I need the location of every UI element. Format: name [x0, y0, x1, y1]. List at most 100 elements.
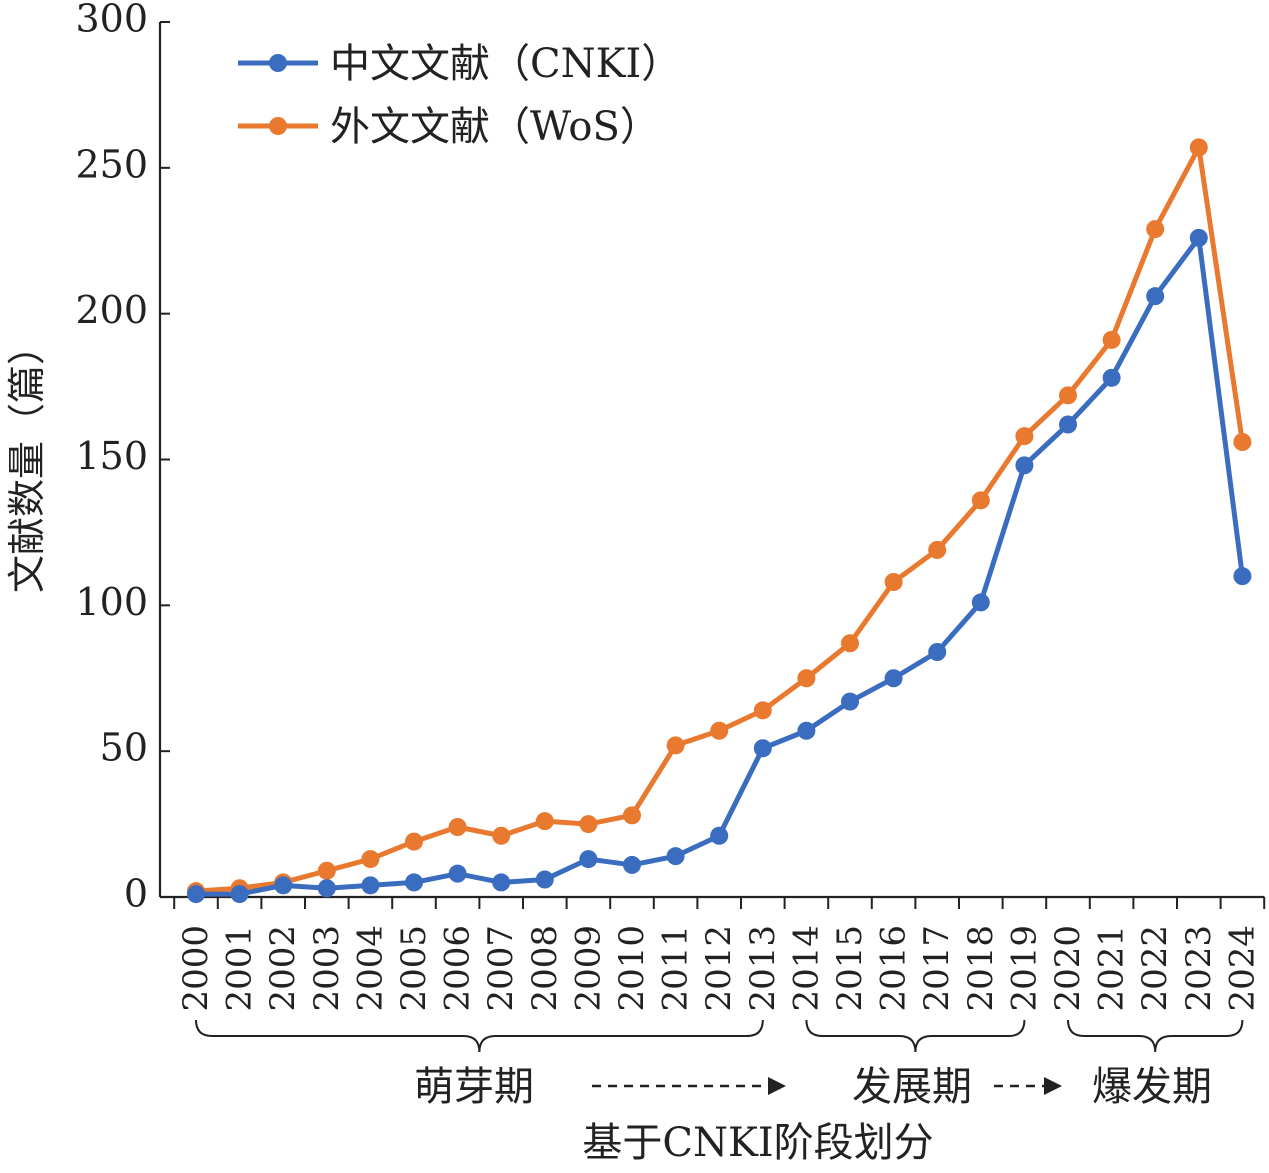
data-point — [317, 879, 336, 898]
data-point — [797, 721, 816, 740]
data-point — [1189, 138, 1208, 157]
x-tick-label: 2002 — [263, 925, 303, 1012]
data-point — [1015, 456, 1034, 475]
x-ticks: 2000 2001 2002 2003 2004 2005 2006 2007 2008 2009… — [173, 897, 1266, 1012]
legend-marker-wos — [269, 117, 287, 135]
data-point — [971, 593, 990, 612]
x-tick-label: 2001 — [220, 925, 260, 1012]
series-layer — [187, 138, 1252, 904]
data-point — [579, 815, 598, 834]
y-tick-label: 0 — [124, 872, 148, 916]
x-tick-label: 2010 — [612, 925, 652, 1012]
phase-brace-explosion — [1067, 1019, 1244, 1053]
phase-arrowhead-2 — [1044, 1077, 1062, 1095]
x-tick-label: 2024 — [1222, 925, 1262, 1012]
phase-brace-germination — [195, 1019, 764, 1053]
x-tick-label: 2013 — [743, 925, 783, 1012]
y-tick-label: 250 — [75, 142, 148, 186]
data-point — [361, 850, 380, 869]
data-point — [666, 847, 685, 866]
x-tick-label: 2003 — [307, 925, 347, 1012]
data-point — [274, 876, 293, 895]
x-tick-label: 2006 — [438, 925, 478, 1012]
data-point — [1233, 433, 1252, 451]
series-1 — [187, 138, 1252, 901]
x-tick-label: 2007 — [481, 925, 521, 1012]
series-line — [196, 235, 1245, 897]
y-tick-label: 50 — [100, 726, 148, 770]
data-point — [492, 873, 511, 892]
x-tick-label: 2000 — [176, 925, 216, 1012]
y-axis-label: 文献数量（篇） — [5, 327, 49, 593]
x-tick-label: 2004 — [350, 925, 390, 1012]
data-point — [710, 826, 729, 845]
axes — [158, 22, 1265, 899]
data-point — [623, 855, 641, 874]
data-point — [1146, 287, 1165, 306]
data-point — [753, 739, 772, 758]
data-point — [1059, 386, 1077, 405]
data-point — [1102, 368, 1121, 387]
x-tick-label: 2014 — [786, 925, 826, 1012]
data-point — [492, 826, 511, 845]
data-point — [928, 643, 947, 661]
data-point — [884, 669, 903, 688]
data-point — [317, 861, 336, 880]
data-point — [448, 864, 467, 883]
data-point — [753, 701, 772, 720]
y-tick-label: 150 — [75, 434, 148, 478]
data-point — [230, 885, 249, 904]
data-point — [535, 812, 554, 831]
x-tick-label: 2011 — [656, 925, 696, 1012]
y-tick-label: 300 — [75, 0, 148, 41]
phase-label-germination: 萌芽期 — [414, 1064, 534, 1110]
y-tick-label: 200 — [75, 288, 148, 332]
phase-label-explosion: 爆发期 — [1092, 1064, 1212, 1110]
data-point — [1015, 427, 1034, 446]
legend-label-wos: 外文文献（WoS） — [330, 104, 660, 150]
phase-arrowhead-1 — [768, 1077, 786, 1095]
data-point — [405, 873, 423, 892]
data-point — [448, 818, 467, 836]
data-point — [666, 736, 685, 755]
data-point — [841, 692, 859, 711]
y-tick-label: 100 — [75, 580, 148, 624]
data-point — [187, 885, 205, 904]
x-tick-label: 2017 — [917, 925, 957, 1012]
data-point — [1233, 567, 1252, 586]
data-point — [405, 832, 423, 851]
data-point — [928, 540, 947, 559]
data-point — [623, 806, 641, 825]
data-point — [1189, 228, 1208, 247]
x-tick-label: 2023 — [1179, 925, 1219, 1012]
data-point — [971, 491, 990, 510]
phase-caption: 基于CNKI阶段划分 — [582, 1120, 933, 1166]
x-tick-label: 2015 — [830, 925, 870, 1012]
data-point — [884, 573, 903, 591]
data-point — [535, 870, 554, 889]
phase-label-development: 发展期 — [852, 1064, 972, 1110]
x-tick-label: 2018 — [961, 925, 1001, 1012]
x-tick-label: 2012 — [699, 925, 739, 1012]
series-line — [195, 144, 1245, 894]
x-tick-label: 2019 — [1004, 925, 1044, 1012]
x-tick-label: 2022 — [1135, 925, 1175, 1012]
x-tick-label: 2016 — [874, 925, 914, 1012]
series-0 — [187, 228, 1252, 904]
data-point — [1059, 415, 1077, 434]
x-tick-label: 2009 — [568, 925, 608, 1012]
data-point — [710, 721, 729, 740]
phase-annotations: 萌芽期 发展期 爆发期 基于CNKI阶段划分 — [195, 1019, 1244, 1166]
x-tick-label: 2021 — [1092, 925, 1132, 1012]
phase-brace-development — [805, 1019, 1026, 1053]
y-ticks: 0 50 100 150 200 250 300 — [75, 0, 170, 916]
legend-label-cnki: 中文文献（CNKI） — [330, 41, 681, 87]
data-point — [361, 876, 380, 895]
data-point — [1146, 220, 1165, 239]
data-point — [579, 850, 598, 869]
data-point — [841, 634, 859, 653]
data-point — [1102, 330, 1121, 349]
x-tick-label: 2005 — [394, 925, 434, 1012]
x-tick-label: 2008 — [525, 925, 565, 1012]
